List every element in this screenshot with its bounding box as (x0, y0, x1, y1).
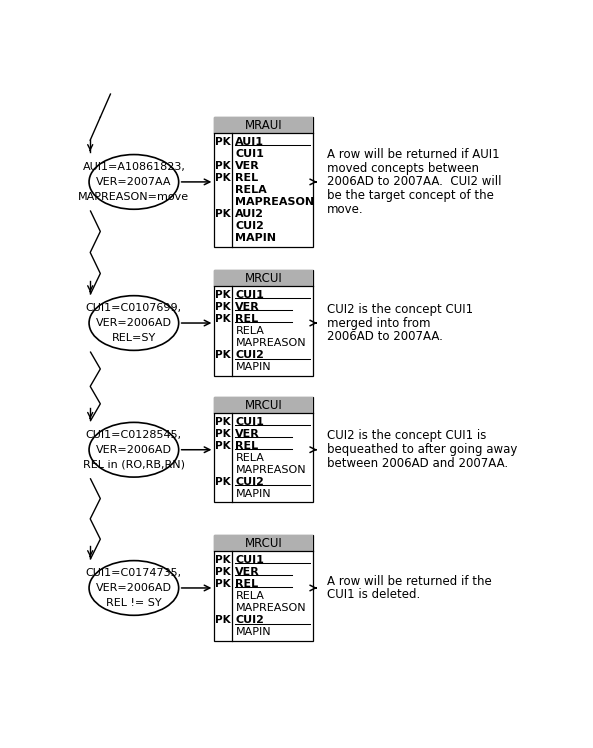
Bar (214, 270, 313, 375)
Text: between 2006AD and 2007AA.: between 2006AD and 2007AA. (327, 457, 508, 470)
Text: A row will be returned if AUI1: A row will be returned if AUI1 (327, 148, 499, 161)
Text: CUI1=C0128545,: CUI1=C0128545, (86, 430, 182, 440)
Text: MAPIN: MAPIN (235, 362, 271, 373)
Text: be the target concept of the: be the target concept of the (327, 189, 494, 202)
Ellipse shape (89, 423, 178, 477)
Text: CUI2 is the concept CUI1: CUI2 is the concept CUI1 (327, 303, 473, 316)
Text: CUI2: CUI2 (235, 615, 264, 625)
Text: PK: PK (215, 161, 231, 171)
Text: RELA: RELA (235, 326, 264, 336)
Text: PK: PK (215, 137, 231, 147)
Text: MAPREASON: MAPREASON (235, 197, 314, 207)
Text: MRCUI: MRCUI (245, 272, 283, 285)
Text: RELA: RELA (235, 185, 267, 195)
Text: REL != SY: REL != SY (106, 598, 162, 608)
Text: moved concepts between: moved concepts between (327, 162, 479, 174)
Text: CUI2: CUI2 (235, 350, 264, 361)
Bar (214, 536, 313, 641)
Text: REL: REL (235, 314, 259, 324)
Text: MAPREASON: MAPREASON (235, 338, 306, 348)
Text: REL: REL (235, 441, 259, 451)
Text: CUI2: CUI2 (235, 221, 264, 231)
Text: CUI2: CUI2 (235, 477, 264, 487)
Text: PK: PK (215, 429, 231, 438)
Text: MAPREASON=move: MAPREASON=move (78, 192, 189, 202)
Text: VER: VER (235, 567, 260, 577)
Text: MAPREASON: MAPREASON (235, 465, 306, 475)
Text: PK: PK (215, 302, 231, 312)
Bar (214, 536, 313, 551)
Text: PK: PK (215, 555, 231, 565)
Bar (214, 117, 313, 247)
Text: merged into from: merged into from (327, 316, 431, 330)
Ellipse shape (89, 155, 178, 209)
Text: CUI2 is the concept CUI1 is: CUI2 is the concept CUI1 is (327, 429, 486, 442)
Text: PK: PK (215, 314, 231, 324)
Text: 2006AD to 2007AA.: 2006AD to 2007AA. (327, 331, 443, 343)
Text: PK: PK (215, 477, 231, 487)
Text: REL: REL (235, 173, 259, 183)
Bar (214, 397, 313, 413)
Text: MAPREASON: MAPREASON (235, 603, 306, 613)
Text: CUI1: CUI1 (235, 289, 264, 300)
Text: VER: VER (235, 429, 260, 438)
Text: 2006AD to 2007AA.  CUI2 will: 2006AD to 2007AA. CUI2 will (327, 176, 502, 188)
Text: REL=SY: REL=SY (111, 333, 156, 343)
Text: VER=2006AD: VER=2006AD (96, 445, 172, 455)
Bar (214, 117, 313, 133)
Text: PK: PK (215, 417, 231, 426)
Text: PK: PK (215, 615, 231, 625)
Text: PK: PK (215, 350, 231, 361)
Text: MRCUI: MRCUI (245, 537, 283, 550)
Text: VER=2006AD: VER=2006AD (96, 318, 172, 328)
Text: VER: VER (235, 161, 260, 171)
Text: VER=2007AA: VER=2007AA (96, 177, 171, 187)
Text: REL in (RO,RB,RN): REL in (RO,RB,RN) (83, 460, 185, 470)
Ellipse shape (89, 295, 178, 350)
Bar (214, 397, 313, 503)
Text: PK: PK (215, 173, 231, 183)
Text: CUI1=C0107699,: CUI1=C0107699, (86, 303, 182, 313)
Text: move.: move. (327, 203, 364, 216)
Text: CUI1: CUI1 (235, 555, 264, 565)
Text: VER: VER (235, 302, 260, 312)
Text: REL: REL (235, 579, 259, 589)
Text: VER=2006AD: VER=2006AD (96, 583, 172, 593)
Text: PK: PK (215, 567, 231, 577)
Text: CUI1: CUI1 (235, 149, 264, 159)
Text: bequeathed to after going away: bequeathed to after going away (327, 444, 517, 456)
Text: AUI2: AUI2 (235, 209, 264, 219)
Text: PK: PK (215, 441, 231, 451)
Text: PK: PK (215, 289, 231, 300)
Text: MRAUI: MRAUI (245, 119, 282, 132)
Text: RELA: RELA (235, 591, 264, 601)
Text: RELA: RELA (235, 453, 264, 463)
Text: MAPIN: MAPIN (235, 233, 276, 243)
Text: AUI1: AUI1 (235, 137, 264, 147)
Text: CUI1 is deleted.: CUI1 is deleted. (327, 589, 420, 601)
Text: A row will be returned if the: A row will be returned if the (327, 574, 492, 587)
Ellipse shape (89, 560, 178, 616)
Text: MRCUI: MRCUI (245, 399, 283, 411)
Text: AUI1=A10861823,: AUI1=A10861823, (82, 162, 185, 172)
Text: MAPIN: MAPIN (235, 489, 271, 499)
Bar (214, 270, 313, 286)
Text: MAPIN: MAPIN (235, 628, 271, 637)
Text: PK: PK (215, 579, 231, 589)
Text: CUI1: CUI1 (235, 417, 264, 426)
Text: CUI1=C0174735,: CUI1=C0174735, (86, 568, 182, 578)
Text: PK: PK (215, 209, 231, 219)
